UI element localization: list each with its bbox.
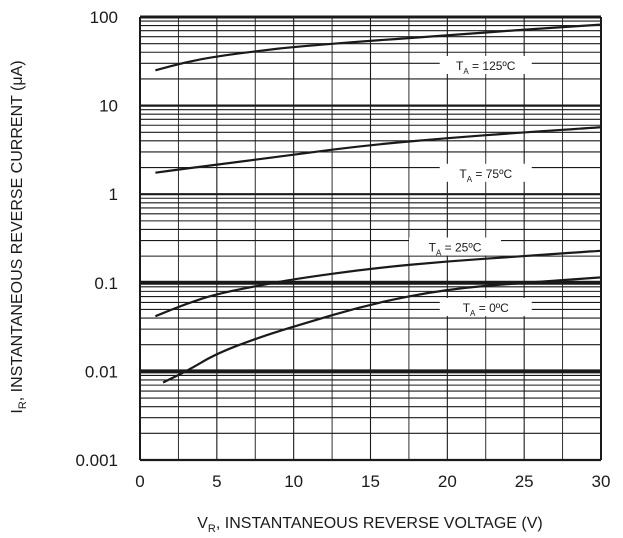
y-tick-label: 100 [90,8,118,27]
series-label-text: TA = 75ºC [459,167,512,184]
x-tick-label: 15 [361,472,380,491]
tick-labels: 0 5 10 15 20 25 30 0.001 0.01 0.1 1 10 100 [75,8,610,491]
grid [139,15,602,462]
series-line [154,249,603,318]
x-tick-label: 10 [284,472,303,491]
series-label-text: TA = 125ºC [456,59,516,76]
x-tick-label: 30 [592,472,611,491]
series-label: TA = 25ºC [409,237,502,258]
y-tick-label: 1 [109,185,118,204]
y-tick-label: 0.01 [85,362,118,381]
series-label: TA = 75ºC [439,163,532,184]
series-line [162,276,602,384]
series-line [155,23,602,72]
y-tick-label: 0.1 [94,274,118,293]
series-label-background [439,163,532,182]
series-label-background [409,237,502,256]
series-label-background [439,55,532,74]
series-label-text: TA = 0ºC [463,301,509,318]
y-tick-label: 10 [99,97,118,116]
curve-labels: TA = 125ºC TA = 75ºC TA = 25ºC TA = 0ºC [409,55,532,318]
y-axis-title: IR, INSTANTANEOUS REVERSE CURRENT (μA) [9,60,29,413]
x-axis-title: VR, INSTANTANEOUS REVERSE VOLTAGE (V) [197,515,543,535]
series-line [155,126,603,174]
series-label-background [439,297,532,316]
x-tick-label: 0 [135,472,144,491]
y-tick-label: 0.001 [75,451,118,470]
x-tick-label: 20 [438,472,457,491]
curves [154,23,603,384]
x-tick-label: 25 [515,472,534,491]
series-label: TA = 0ºC [439,297,532,318]
x-tick-label: 5 [212,472,221,491]
series-label: TA = 125ºC [439,55,532,76]
series-label-text: TA = 25ºC [429,241,482,258]
